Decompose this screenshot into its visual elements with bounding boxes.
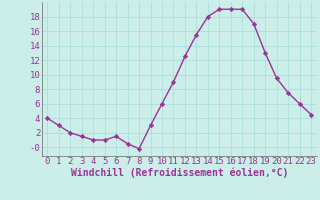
X-axis label: Windchill (Refroidissement éolien,°C): Windchill (Refroidissement éolien,°C) [70,168,288,178]
